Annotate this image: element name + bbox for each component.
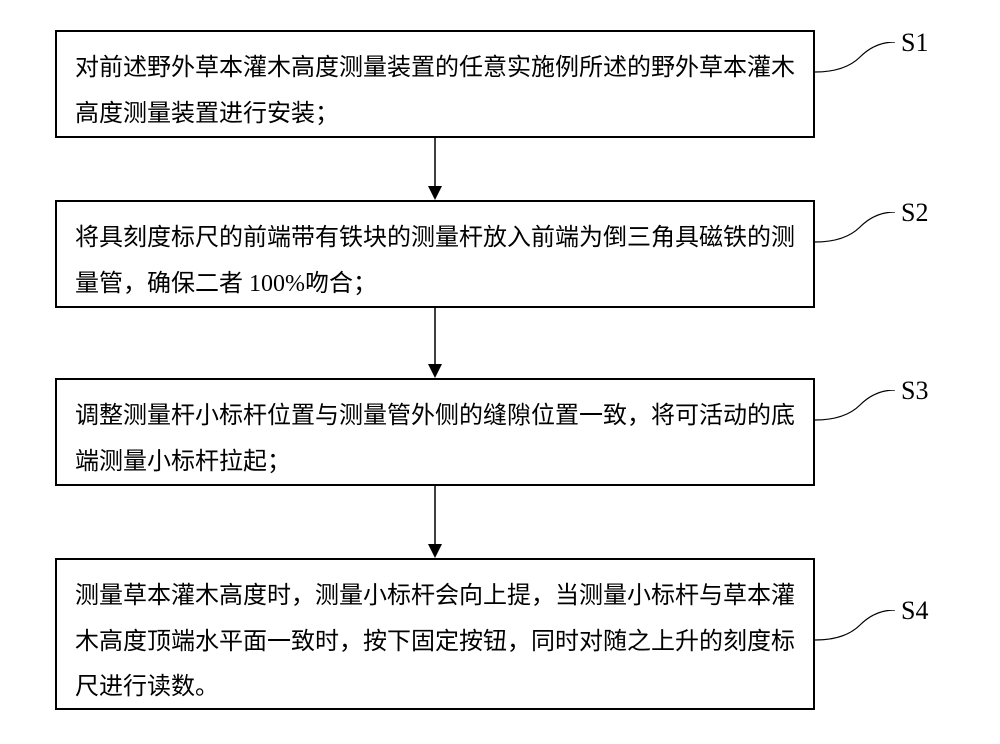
arrow-down-icon bbox=[425, 138, 445, 200]
step-box-s2: 将具刻度标尺的前端带有铁块的测量杆放入前端为倒三角具磁铁的测量管，确保二者 10… bbox=[55, 200, 815, 308]
step-label-s1: S1 bbox=[815, 42, 935, 89]
step-label-text: S1 bbox=[901, 28, 928, 58]
flowchart-canvas: 对前述野外草本灌木高度测量装置的任意实施例所述的野外草本灌木高度测量装置进行安装… bbox=[0, 0, 1000, 744]
arrow-down-icon bbox=[425, 486, 445, 558]
connector-s2-s3 bbox=[425, 308, 445, 378]
step-label-text: S4 bbox=[901, 596, 928, 626]
step-box-s4: 测量草本灌木高度时，测量小标杆会向上提，当测量小标杆与草本灌木高度顶端水平面一致… bbox=[55, 558, 815, 710]
connector-s3-s4 bbox=[425, 486, 445, 558]
step-label-text: S3 bbox=[901, 376, 928, 406]
step-label-s2: S2 bbox=[815, 212, 935, 259]
arrow-down-icon bbox=[425, 308, 445, 378]
step-text: 将具刻度标尺的前端带有铁块的测量杆放入前端为倒三角具磁铁的测量管，确保二者 10… bbox=[75, 225, 795, 297]
step-label-text: S2 bbox=[901, 198, 928, 228]
step-box-s1: 对前述野外草本灌木高度测量装置的任意实施例所述的野外草本灌木高度测量装置进行安装… bbox=[55, 30, 815, 138]
step-text: 调整测量杆小标杆位置与测量管外侧的缝隙位置一致，将可活动的底端测量小标杆拉起； bbox=[75, 403, 795, 475]
connector-s1-s2 bbox=[425, 138, 445, 200]
step-label-s4: S4 bbox=[815, 610, 935, 657]
step-text: 对前述野外草本灌木高度测量装置的任意实施例所述的野外草本灌木高度测量装置进行安装… bbox=[75, 55, 795, 127]
step-label-s3: S3 bbox=[815, 390, 935, 437]
step-text: 测量草本灌木高度时，测量小标杆会向上提，当测量小标杆与草本灌木高度顶端水平面一致… bbox=[75, 583, 795, 700]
step-box-s3: 调整测量杆小标杆位置与测量管外侧的缝隙位置一致，将可活动的底端测量小标杆拉起； bbox=[55, 378, 815, 486]
